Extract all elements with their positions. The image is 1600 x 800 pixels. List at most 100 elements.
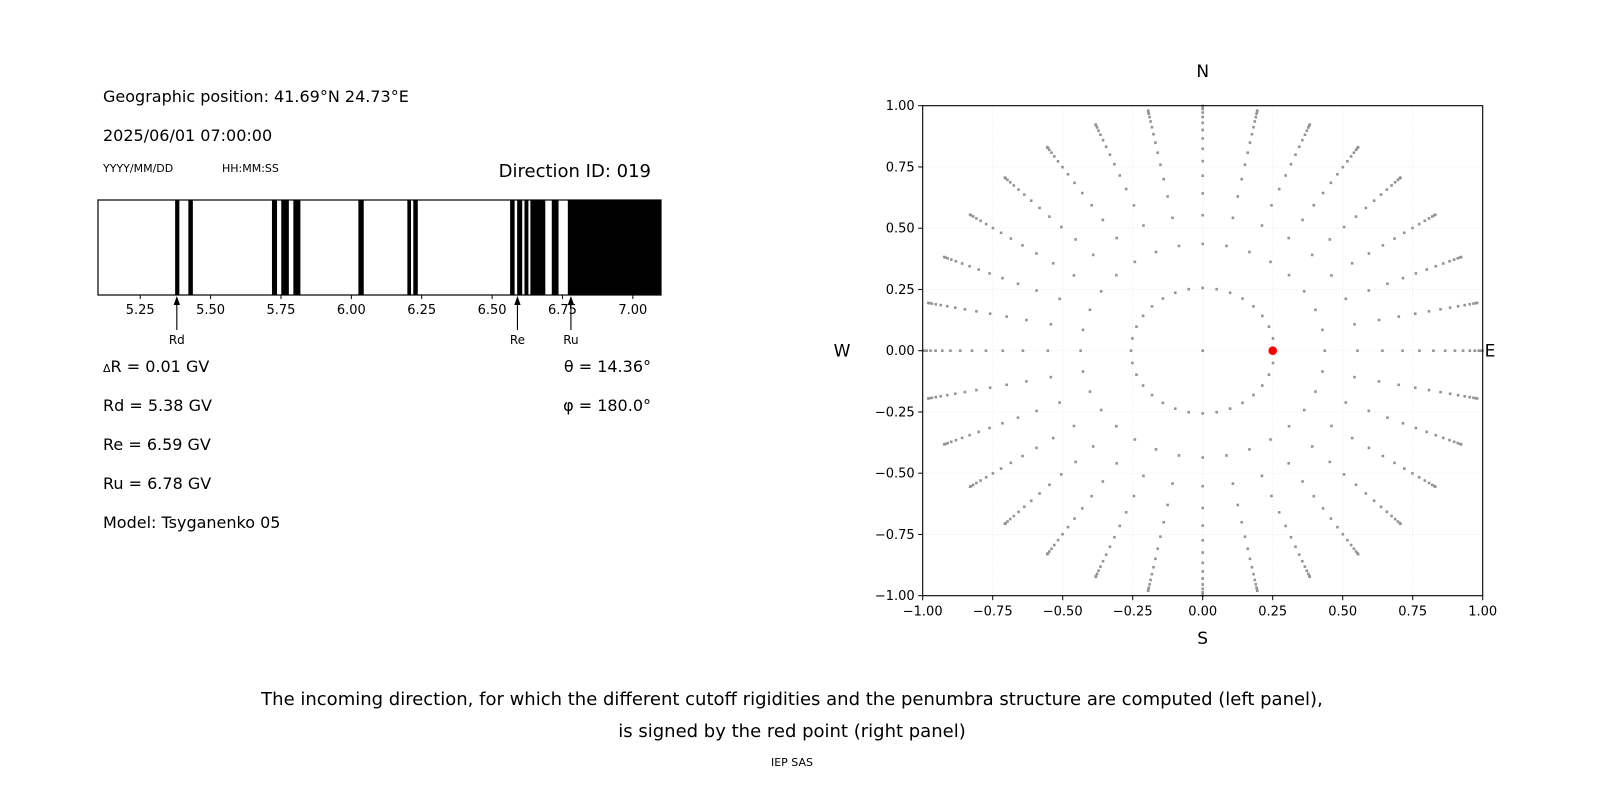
direction-dot: [1353, 375, 1356, 379]
direction-dot: [1346, 538, 1349, 542]
direction-dot: [1025, 318, 1028, 322]
direction-dot: [1115, 462, 1118, 465]
direction-dot: [1253, 578, 1257, 582]
forbidden-band: [175, 200, 180, 295]
direction-dot: [1001, 349, 1005, 352]
direction-dot: [1104, 553, 1108, 556]
direction-dot: [1146, 109, 1150, 112]
direction-dot: [1401, 349, 1404, 352]
forbidden-band: [358, 200, 364, 295]
direction-dot: [1056, 159, 1060, 163]
direction-dot: [934, 395, 938, 399]
direction-dot: [1354, 148, 1358, 152]
direction-dot: [934, 302, 938, 306]
direction-dot: [1074, 460, 1077, 464]
direction-dot: [1003, 176, 1007, 179]
y-tick-label: 0.25: [886, 283, 915, 298]
x-tick-label: 6.75: [548, 303, 577, 318]
delta-r-text: R = 0.01 GV: [110, 357, 210, 376]
direction-dot: [1468, 349, 1472, 352]
direction-dot: [1049, 322, 1053, 326]
compass-label-n: N: [1196, 62, 1209, 82]
x-tick-label: 0.00: [1188, 605, 1217, 620]
direction-dot: [1448, 306, 1452, 309]
direction-dot: [1049, 375, 1053, 379]
direction-dot: [1248, 448, 1251, 451]
direction-dot: [1201, 107, 1204, 111]
direction-dot: [1048, 148, 1051, 152]
direction-dot: [1162, 177, 1165, 181]
direction-dot: [1162, 520, 1165, 524]
direction-dot: [1427, 217, 1431, 220]
direction-id-label: Direction ID: 019: [498, 161, 651, 182]
direction-dot: [1448, 259, 1451, 263]
ru-value: Ru = 6.78 GV: [103, 474, 212, 493]
direction-dot: [1156, 547, 1159, 551]
direction-dot: [1390, 514, 1393, 518]
direction-dot: [1131, 361, 1134, 365]
direction-dot: [953, 306, 957, 309]
direction-dot: [1201, 137, 1204, 140]
direction-dot: [1159, 163, 1162, 167]
direction-dot: [1452, 440, 1456, 444]
direction-dot: [1364, 492, 1368, 495]
y-tick-label: 0.75: [886, 160, 915, 175]
y-tick-label: −0.50: [875, 467, 915, 482]
phi-value: φ = 180.0°: [563, 396, 651, 415]
forbidden-band: [524, 200, 529, 295]
direction-dot: [1201, 583, 1204, 586]
direction-dot: [1336, 525, 1339, 529]
direction-dot: [1201, 286, 1204, 290]
direction-dot: [1423, 479, 1427, 482]
direction-dot: [1097, 569, 1100, 573]
direction-dot: [946, 256, 949, 260]
direction-dot: [1012, 514, 1016, 518]
direction-dot: [1342, 225, 1346, 229]
axis-ticks: [918, 105, 1484, 601]
direction-dot: [999, 467, 1003, 470]
forbidden-band: [530, 200, 546, 295]
direction-dot: [930, 396, 934, 400]
direction-dot: [963, 390, 967, 394]
direction-dot: [1254, 582, 1258, 586]
direction-dot: [1401, 276, 1405, 280]
direction-dot: [1021, 454, 1024, 458]
direction-dot: [1367, 289, 1371, 292]
direction-dot: [1058, 401, 1061, 404]
direction-dot: [1356, 145, 1360, 149]
direction-dot: [988, 272, 991, 275]
delta-symbol: Δ: [103, 362, 111, 375]
direction-dot: [1393, 181, 1397, 184]
direction-dot: [946, 393, 949, 397]
direction-dot: [1149, 578, 1152, 582]
direction-dot: [1301, 218, 1304, 222]
direction-dot: [1289, 535, 1293, 539]
direction-dot: [1297, 553, 1301, 556]
direction-dot: [971, 483, 975, 487]
direction-dot: [1284, 524, 1287, 528]
direction-dot: [1439, 390, 1442, 394]
direction-dot: [1038, 492, 1041, 495]
direction-dot: [1399, 522, 1402, 526]
direction-dot: [1099, 408, 1103, 412]
direction-dot: [1148, 115, 1151, 119]
direction-dot: [1095, 572, 1099, 576]
direction-dot: [942, 443, 946, 446]
direction-dot: [1150, 393, 1154, 397]
direction-dot: [1417, 475, 1421, 479]
direction-dot: [1321, 328, 1324, 332]
direction-dot: [1461, 349, 1465, 352]
direction-dot: [1025, 380, 1028, 383]
direction-dot: [1052, 543, 1056, 547]
direction-dot: [1141, 314, 1145, 318]
direction-dot: [1269, 260, 1272, 264]
direction-dot: [949, 440, 953, 444]
direction-dot: [1051, 262, 1055, 265]
direction-dot: [1241, 401, 1244, 405]
direction-dot: [975, 481, 978, 485]
penumbra-bands: [175, 200, 661, 295]
forbidden-band: [293, 200, 301, 295]
direction-dot: [1104, 145, 1108, 149]
direction-dot: [1201, 587, 1204, 591]
direction-dot: [1201, 577, 1204, 580]
